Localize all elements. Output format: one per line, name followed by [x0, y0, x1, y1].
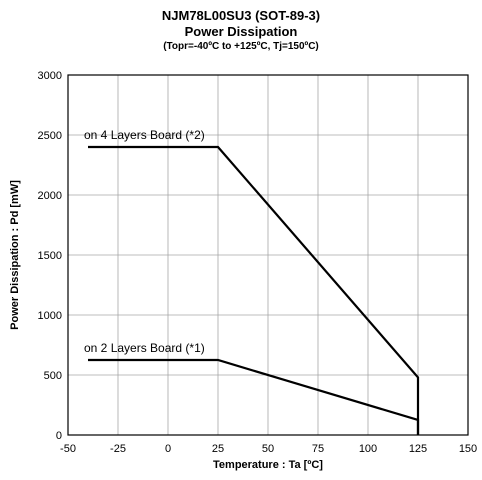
y-axis-label: Power Dissipation : Pd [mW] — [9, 180, 21, 330]
y-tick-label: 2500 — [38, 130, 62, 142]
series-label-2: on 2 Layers Board (*1) — [84, 341, 205, 355]
series-line-2 — [88, 358, 420, 435]
x-tick-label: 150 — [459, 443, 477, 455]
x-tick-label: -25 — [110, 443, 126, 455]
y-tick-label: 1000 — [38, 310, 62, 322]
x-tick-label: 75 — [312, 443, 324, 455]
series-line-1 — [88, 145, 420, 435]
x-tick-label: -50 — [60, 443, 76, 455]
x-tick-label: 100 — [359, 443, 377, 455]
chart-title: NJM78L00SU3 (SOT-89-3) — [161, 8, 321, 23]
series-label-1: on 4 Layers Board (*2) — [84, 128, 205, 142]
series-lines: on 4 Layers Board (*2) on 2 Layers Board … — [84, 128, 420, 435]
x-tick-label: 50 — [262, 443, 274, 455]
y-tick-label: 500 — [44, 370, 62, 382]
chart-subtitle: Power Dissipation — [184, 24, 298, 39]
x-axis-label: Temperature : Ta [ºC] — [213, 459, 323, 471]
y-tick-label: 3000 — [38, 70, 62, 82]
y-tick-label: 1500 — [38, 250, 62, 262]
plot-frame — [67, 74, 469, 436]
y-tick-labels: 0 500 1000 1500 2000 2500 3000 — [38, 70, 62, 442]
y-tick-label: 0 — [56, 430, 62, 442]
chart-conditions: (Topr=-40ºC to +125ºC, Tj=150ºC) — [163, 41, 319, 52]
x-tick-label: 0 — [165, 443, 171, 455]
x-tick-label: 125 — [409, 443, 427, 455]
x-tick-labels: -50 -25 0 25 50 75 100 125 150 — [60, 443, 477, 455]
y-tick-label: 2000 — [38, 190, 62, 202]
x-tick-label: 25 — [212, 443, 224, 455]
